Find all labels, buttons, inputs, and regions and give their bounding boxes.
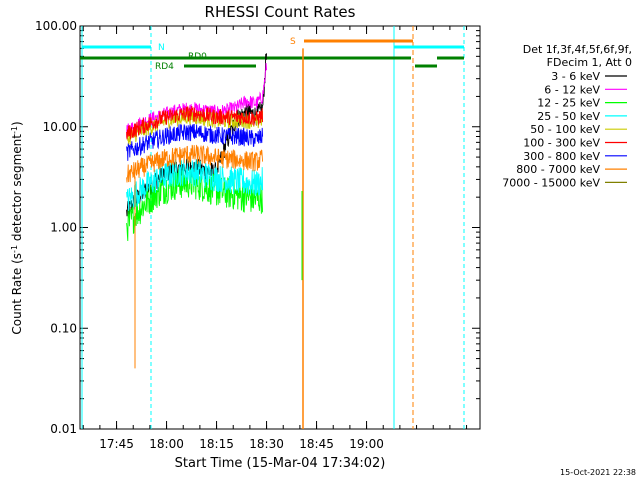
y-axis-label-main: Count Rate (s bbox=[10, 253, 24, 335]
marker-label-rd4: RD4 bbox=[155, 62, 174, 72]
marker-label-n: N bbox=[158, 43, 165, 53]
y-axis-label-tail: detector segment bbox=[10, 134, 24, 245]
plot-frame bbox=[79, 25, 481, 430]
series-line-6 bbox=[126, 123, 264, 161]
y-axis-label: Count Rate (s-1 detector segment-1) bbox=[10, 121, 25, 334]
legend-entry-label: 50 - 100 keV bbox=[530, 123, 600, 136]
y-tick-label: 0.10 bbox=[50, 321, 77, 335]
x-tick-label: 18:00 bbox=[149, 437, 184, 451]
x-axis-label: Start Time (15-Mar-04 17:34:02) bbox=[175, 456, 386, 471]
legend: Det 1f,3f,4f,5f,6f,9f, FDecim 1, Att 0 3… bbox=[502, 43, 632, 189]
x-tick-label: 18:45 bbox=[299, 437, 334, 451]
series-lines bbox=[126, 48, 304, 429]
y-axis-ticks: 0.01 0.10 1.00 10.00 100.00 bbox=[35, 19, 480, 436]
x-tick-label: 18:30 bbox=[249, 437, 284, 451]
footer-date: 15-Oct-2021 22:38 bbox=[560, 468, 636, 477]
chart-title: RHESSI Count Rates bbox=[205, 3, 356, 21]
y-axis-label-exp2: -1 bbox=[10, 126, 19, 134]
legend-header-line-2: FDecim 1, Att 0 bbox=[547, 56, 632, 69]
y-axis-label-close: ) bbox=[10, 121, 24, 126]
y-tick-label: 100.00 bbox=[35, 19, 77, 33]
y-tick-label: 0.01 bbox=[50, 422, 77, 436]
attenuator-markers: N S RD0 RD4 bbox=[80, 26, 465, 429]
x-axis-ticks: 17:45 18:00 18:15 18:30 18:45 19:00 bbox=[82, 26, 468, 451]
legend-entry-label: 800 - 7000 keV bbox=[516, 163, 600, 176]
legend-header-line-1: Det 1f,3f,4f,5f,6f,9f, bbox=[523, 43, 632, 56]
marker-label-rd0: RD0 bbox=[188, 52, 207, 62]
series-line-3 bbox=[126, 159, 264, 211]
legend-entry-label: 25 - 50 keV bbox=[537, 110, 600, 123]
y-axis-label-exp: -1 bbox=[10, 245, 19, 253]
legend-entry-label: 3 - 6 keV bbox=[551, 70, 600, 83]
x-tick-label: 19:00 bbox=[349, 437, 384, 451]
legend-entry-label: 7000 - 15000 keV bbox=[502, 176, 600, 189]
series-line-5 bbox=[126, 105, 264, 140]
legend-entry-label: 300 - 800 keV bbox=[523, 150, 600, 163]
series-line-7 bbox=[126, 144, 264, 183]
legend-entry-label: 12 - 25 keV bbox=[537, 97, 600, 110]
x-tick-label: 17:45 bbox=[99, 437, 134, 451]
y-tick-label: 1.00 bbox=[50, 221, 77, 235]
legend-entry-label: 6 - 12 keV bbox=[544, 83, 600, 96]
marker-label-s: S bbox=[290, 37, 296, 47]
y-tick-label: 10.00 bbox=[43, 120, 77, 134]
x-tick-label: 18:15 bbox=[199, 437, 234, 451]
legend-entry-label: 100 - 300 keV bbox=[523, 137, 600, 150]
